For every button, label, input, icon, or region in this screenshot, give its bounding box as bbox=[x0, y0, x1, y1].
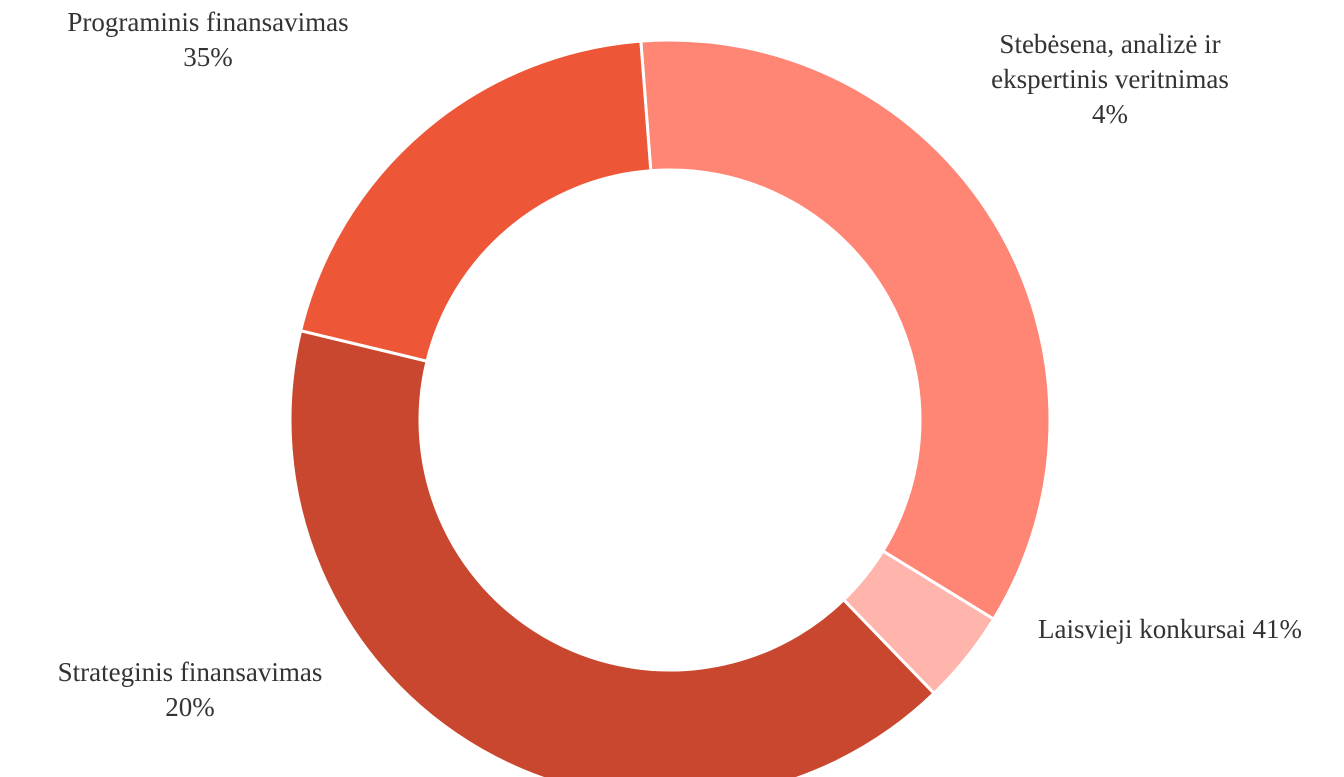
slice-label: Programinis finansavimas 35% bbox=[0, 5, 418, 75]
slice-name: Laisvieji konkursai bbox=[1038, 614, 1246, 644]
slice-name: Strateginis finansavimas bbox=[57, 657, 323, 687]
slice-name: Programinis finansavimas bbox=[67, 7, 349, 37]
slice-name: Stebėsena, analizė ir ekspertinis veritn… bbox=[991, 29, 1229, 94]
donut-slice bbox=[639, 38, 1052, 622]
slice-value: 20% bbox=[165, 692, 215, 722]
slice-value: 4% bbox=[1092, 99, 1128, 129]
slice-value: 35% bbox=[183, 42, 233, 72]
slice-label: Strateginis finansavimas 20% bbox=[0, 655, 400, 725]
donut-slice bbox=[298, 39, 653, 364]
slice-label: Laisvieji konkursai 41% bbox=[990, 612, 1344, 647]
donut-slice bbox=[288, 328, 937, 777]
slice-value: 41% bbox=[1252, 614, 1302, 644]
slice-label: Stebėsena, analizė ir ekspertinis veritn… bbox=[960, 27, 1260, 132]
